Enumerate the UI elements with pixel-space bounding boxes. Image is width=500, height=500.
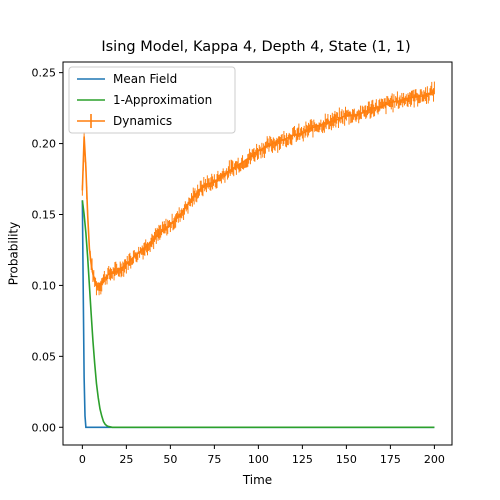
x-axis-ticks: 0 25 50 75 100 125 150 175 200 <box>79 445 445 466</box>
series-line-dynamics <box>81 90 435 288</box>
legend-box <box>68 66 236 134</box>
y-tick-label: 0.00 <box>32 421 57 434</box>
y-axis-ticks: 0.00 0.05 0.10 0.15 0.20 0.25 <box>32 67 63 434</box>
legend-label: 1-Approximation <box>113 93 212 107</box>
plot-area-frame <box>62 61 453 446</box>
series-dynamics-errorbars <box>81 81 435 296</box>
series-line-1-approximation <box>81 200 435 429</box>
x-axis-label: Time <box>242 473 272 487</box>
legend-item: 1-Approximation <box>77 93 212 107</box>
x-tick-label: 25 <box>119 453 133 466</box>
chart-title: Ising Model, Kappa 4, Depth 4, State (1,… <box>101 39 410 55</box>
x-tick-label: 75 <box>207 453 221 466</box>
y-tick-label: 0.20 <box>32 138 57 151</box>
x-tick-label: 150 <box>336 453 357 466</box>
legend-label: Mean Field <box>113 72 177 86</box>
legend-item: Dynamics <box>77 114 172 128</box>
x-tick-label: 125 <box>292 453 313 466</box>
x-tick-label: 175 <box>380 453 401 466</box>
legend-label: Dynamics <box>113 114 172 128</box>
y-axis-label: Probability <box>7 222 21 285</box>
y-tick-label: 0.05 <box>32 350 57 363</box>
x-tick-label: 100 <box>248 453 269 466</box>
legend-item: Mean Field <box>77 72 177 86</box>
x-tick-label: 0 <box>79 453 86 466</box>
series-layer <box>81 81 435 429</box>
legend: Mean Field 1-Approximation Dynamics <box>68 66 236 134</box>
y-tick-label: 0.10 <box>32 279 57 292</box>
y-tick-label: 0.25 <box>32 67 57 80</box>
x-tick-label: 200 <box>424 453 445 466</box>
x-tick-label: 50 <box>163 453 177 466</box>
y-tick-label: 0.15 <box>32 208 57 221</box>
